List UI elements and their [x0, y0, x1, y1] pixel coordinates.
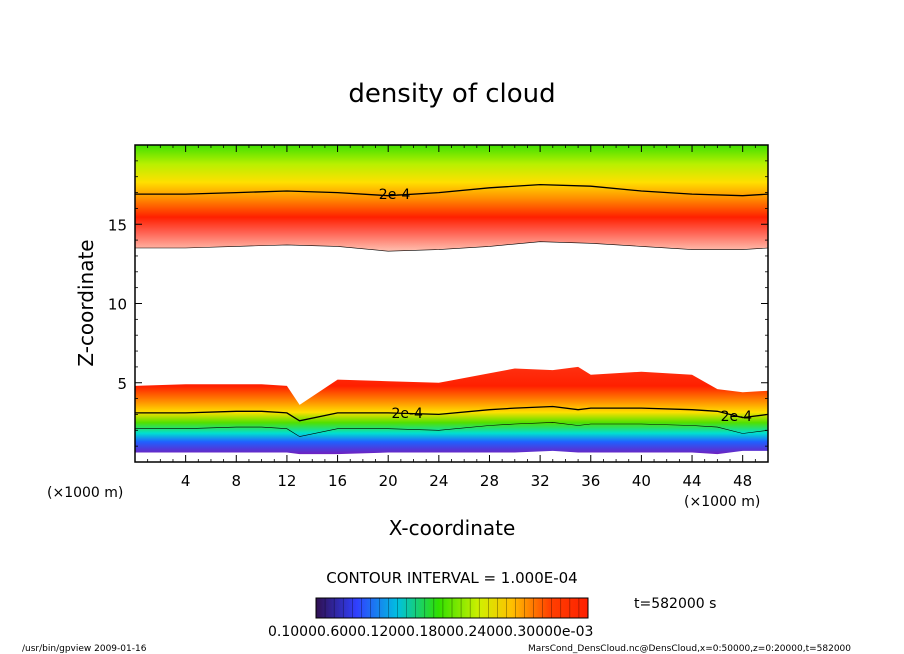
x-tick-label: 32	[531, 472, 550, 490]
y-tick-label: 10	[108, 296, 127, 314]
x-unit-right: (×1000 m)	[684, 494, 760, 510]
x-tick-label: 48	[733, 472, 752, 490]
contour-label: 2e-4	[379, 187, 411, 203]
time-label: t=582000 s	[634, 596, 716, 612]
upper-contour-line	[135, 183, 768, 197]
colorbar-labels: 0.10000.6000.12000.18000.24000.30000e-03	[268, 624, 593, 640]
contour-label: 2e-4	[721, 409, 753, 425]
lower-contour-secondary	[135, 422, 768, 437]
y-tick-label: 5	[117, 375, 127, 393]
x-tick-label: 16	[328, 472, 347, 490]
x-tick-label: 24	[429, 472, 448, 490]
y-axis-label: Z-coordinate	[74, 239, 98, 366]
x-tick-label: 28	[480, 472, 499, 490]
contour-interval-text: CONTOUR INTERVAL = 1.000E-04	[326, 569, 577, 587]
lower-contour-line	[135, 405, 768, 422]
footer-right: MarsCond_DensCloud.nc@DensCloud,x=0:5000…	[528, 644, 851, 654]
y-tick-label: 15	[108, 216, 127, 234]
footer-left: /usr/bin/gpview 2009-01-16	[22, 644, 147, 654]
x-tick-label: 40	[632, 472, 651, 490]
chart-title: density of cloud	[348, 79, 555, 109]
x-tick-label: 8	[232, 472, 242, 490]
plot-area: 2e-4 2e-4 2e-4	[135, 145, 768, 455]
x-unit-left: (×1000 m)	[47, 485, 123, 501]
contour-label: 2e-4	[391, 406, 423, 422]
upper-band-edge	[135, 241, 768, 252]
x-tick-label: 20	[379, 472, 398, 490]
lower-cloud-band	[135, 366, 768, 455]
x-tick-label: 4	[181, 472, 191, 490]
x-tick-label: 12	[277, 472, 296, 490]
x-tick-label: 44	[682, 472, 701, 490]
x-tick-label: 36	[581, 472, 600, 490]
colorbar-divisions	[324, 598, 580, 618]
x-axis-label: X-coordinate	[389, 516, 516, 540]
upper-cloud-band	[135, 145, 768, 252]
